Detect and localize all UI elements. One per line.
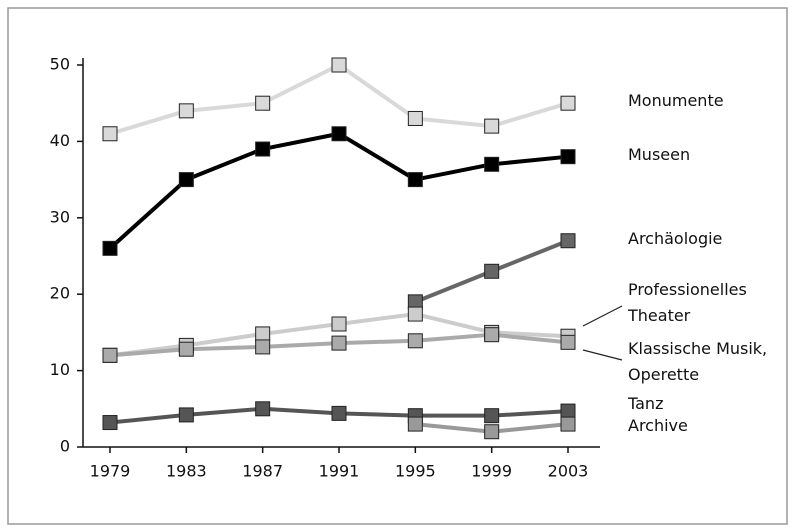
legend-label: Archive	[628, 416, 688, 435]
legend-label: Professionelles Theater	[628, 280, 747, 325]
marker	[255, 339, 271, 355]
marker	[484, 118, 500, 134]
y-tick-label: 30	[50, 207, 70, 226]
marker	[102, 415, 118, 431]
marker	[255, 141, 271, 157]
legend-label: Tanz	[628, 394, 664, 413]
marker	[255, 326, 271, 342]
marker	[331, 405, 347, 421]
marker	[178, 172, 194, 188]
leader-line	[582, 349, 623, 361]
legend-label: Klassische Musik, Operette	[628, 339, 768, 384]
x-tick-label: 1979	[90, 462, 131, 481]
marker	[102, 240, 118, 256]
marker	[331, 126, 347, 142]
marker	[484, 408, 500, 424]
y-tick-label: 10	[50, 360, 70, 379]
marker	[407, 416, 423, 432]
x-tick-label: 1987	[242, 462, 283, 481]
marker	[255, 401, 271, 417]
marker	[178, 341, 194, 357]
marker	[331, 316, 347, 332]
x-tick-label: 2003	[548, 462, 589, 481]
marker	[560, 416, 576, 432]
y-tick-label: 40	[50, 131, 70, 150]
x-tick-label: 1983	[166, 462, 207, 481]
marker	[560, 95, 576, 111]
marker	[407, 333, 423, 349]
y-tick-label: 20	[50, 284, 70, 303]
marker	[560, 233, 576, 249]
marker	[484, 156, 500, 172]
marker	[407, 306, 423, 322]
legend-label: Archäologie	[628, 229, 723, 248]
marker	[255, 95, 271, 111]
series-line	[109, 63, 569, 136]
marker	[102, 126, 118, 142]
marker	[484, 263, 500, 279]
frame	[7, 7, 788, 525]
y-tick-label: 50	[50, 55, 70, 74]
marker	[331, 57, 347, 73]
marker	[560, 334, 576, 350]
marker	[560, 149, 576, 165]
x-tick-label: 1991	[319, 462, 360, 481]
marker	[484, 424, 500, 440]
marker	[484, 327, 500, 343]
y-tick-label: 0	[60, 437, 70, 456]
series-line	[108, 131, 569, 250]
x-tick-label: 1995	[395, 462, 436, 481]
marker	[178, 103, 194, 119]
marker	[407, 110, 423, 126]
marker	[102, 347, 118, 363]
marker	[178, 407, 194, 423]
marker	[407, 172, 423, 188]
marker	[560, 403, 576, 419]
legend-label: Museen	[628, 145, 691, 164]
marker	[331, 335, 347, 351]
leader-line	[582, 305, 623, 327]
legend-label: Monumente	[628, 91, 724, 110]
x-tick-label: 1999	[471, 462, 512, 481]
